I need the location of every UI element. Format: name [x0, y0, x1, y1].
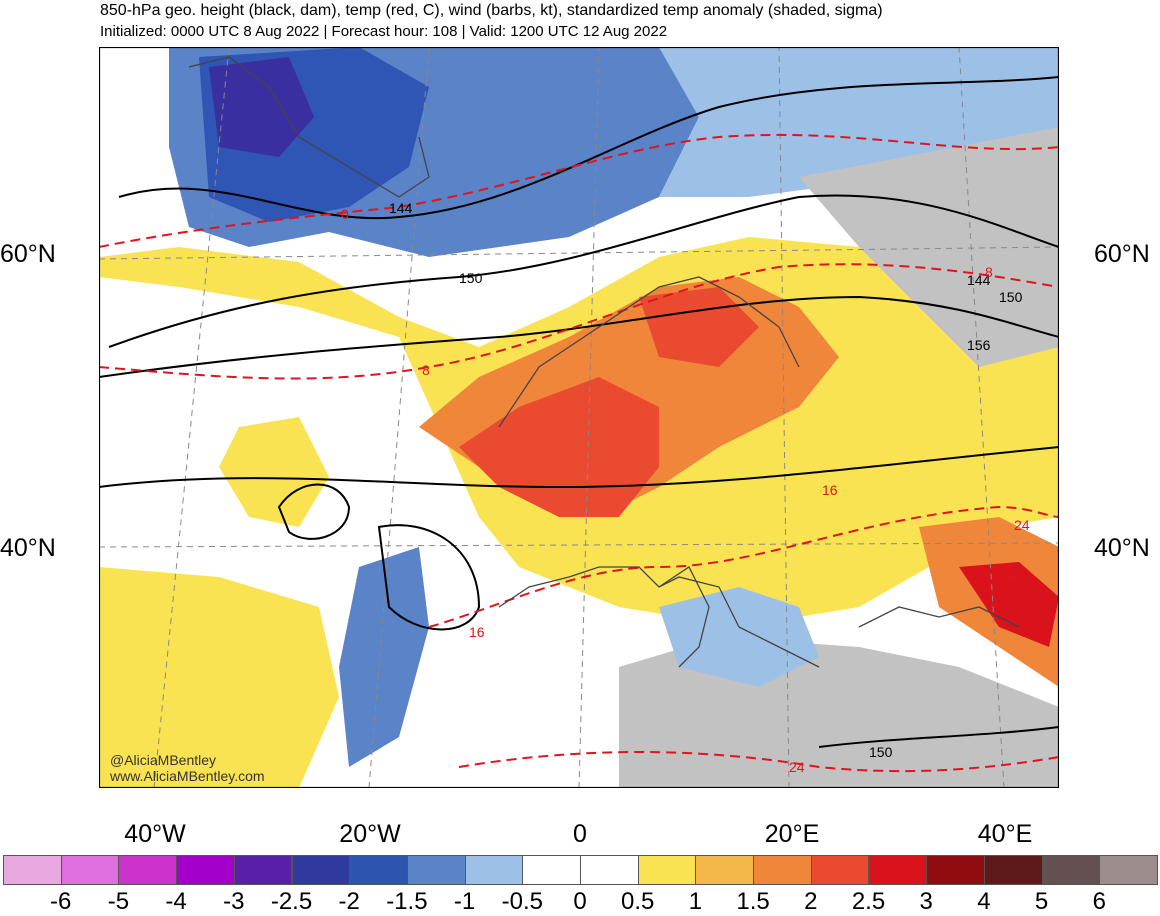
lon-label: 40°E [977, 820, 1033, 848]
colorbar-tick-label: 5 [1034, 888, 1049, 915]
temperature-contours [99, 133, 1059, 773]
map-border [99, 47, 1059, 788]
lon-label: 20°E [764, 820, 820, 848]
lat-label-right: 40°N [1094, 534, 1150, 562]
colorbar-tick-label: -0.5 [501, 888, 543, 915]
colorbar-tick-label: -5 [107, 888, 130, 915]
temp-label: 16 [822, 482, 838, 498]
lon-label: 20°W [339, 820, 401, 848]
colorbar-tick-label: 2.5 [851, 888, 886, 915]
colorbar-swatch [522, 855, 581, 885]
colorbar-swatch [983, 855, 1043, 885]
colorbar-tick-label: 3 [919, 888, 933, 915]
colorbar-swatch [753, 855, 812, 885]
hot-core-france [459, 377, 659, 517]
lat-label-left: 40°N [0, 534, 56, 562]
colorbar-tick-label: 0.5 [621, 888, 655, 915]
lon-label: 40°W [124, 820, 186, 848]
colorbar-tick-label: -2.5 [270, 888, 313, 915]
warm-south-atlantic [99, 567, 339, 788]
colorbar-tick-label: 0 [573, 888, 587, 915]
colorbar-tick-label: -4 [165, 888, 187, 915]
colorbar-tick-label: -1.5 [386, 888, 428, 915]
colorbar-swatch [406, 855, 466, 885]
weather-map: 144 150 144 150 156 150 0 8 8 16 16 24 2… [99, 47, 1059, 788]
temp-label: 8 [985, 264, 993, 280]
colorbar-tick-label: 1 [688, 888, 703, 915]
temp-contour-labels: 0 8 8 16 16 24 24 32 [341, 206, 1030, 775]
temp-label: 32 [1004, 567, 1020, 583]
credit-url: www.AliciaMBentley.com [110, 768, 265, 784]
warm-mid-atlantic [219, 417, 329, 527]
colorbar-tick-label: -3 [223, 888, 245, 915]
lat-label-left: 60°N [0, 240, 56, 268]
colorbar-swatch [60, 855, 120, 885]
colorbar-tick-label: 4 [977, 888, 991, 915]
height-label: 150 [999, 289, 1023, 305]
deep-cold-core [209, 57, 314, 157]
colorbar-tick-label: -1 [453, 888, 476, 915]
colorbar-tick-label: -2 [338, 888, 360, 915]
temp-label: 16 [469, 624, 485, 640]
temp-label: 24 [789, 759, 805, 775]
chart-title: 850-hPa geo. height (black, dam), temp (… [100, 2, 883, 19]
colorbar-swatch [291, 855, 351, 885]
anomaly-shading [99, 47, 1059, 788]
temp-label: 8 [422, 362, 430, 378]
height-label: 150 [459, 270, 483, 286]
colorbar-swatch [868, 855, 928, 885]
colorbar-swatch [926, 855, 985, 885]
coastlines [188, 56, 1020, 668]
colorbar-tick-label: 6 [1092, 888, 1106, 915]
extreme-hot-caucasus [959, 562, 1059, 647]
lon-label: 0 [573, 820, 587, 848]
temp-label: 0 [341, 206, 349, 222]
lat-label-right: 60°N [1094, 240, 1150, 268]
temp-label: 24 [1014, 517, 1030, 533]
height-label: 156 [967, 337, 991, 353]
height-label: 150 [869, 744, 893, 760]
colorbar-swatch [580, 855, 639, 885]
colorbar-tick-label: 2 [804, 888, 818, 915]
cool-mediterranean [659, 587, 819, 687]
height-label: 144 [389, 200, 413, 216]
credit-handle: @AliciaMBentley [110, 752, 217, 768]
colorbar-tick-label: 1.5 [736, 888, 770, 915]
colorbar-swatch [118, 855, 178, 885]
gray-russia [799, 127, 1059, 387]
chart-subtitle: Initialized: 0000 UTC 8 Aug 2022 | Forec… [100, 23, 668, 40]
colorbar-swatch [176, 855, 235, 885]
colorbar-swatch [233, 855, 293, 885]
colorbar-swatch [637, 855, 697, 885]
colorbar-tick-label: -6 [50, 888, 72, 915]
colorbar-swatch [464, 855, 524, 885]
height-contour-labels: 144 150 144 150 156 150 [389, 200, 1023, 760]
colorbar-swatch [3, 855, 62, 885]
colorbar-swatch [1099, 855, 1158, 885]
cool-west-iberia-ocean [339, 547, 429, 767]
colorbar-swatch [810, 855, 870, 885]
colorbar-swatch [1041, 855, 1101, 885]
height-label: 144 [967, 272, 991, 288]
colorbar-swatch [695, 855, 755, 885]
graticule [99, 47, 1059, 788]
colorbar-swatch [349, 855, 408, 885]
